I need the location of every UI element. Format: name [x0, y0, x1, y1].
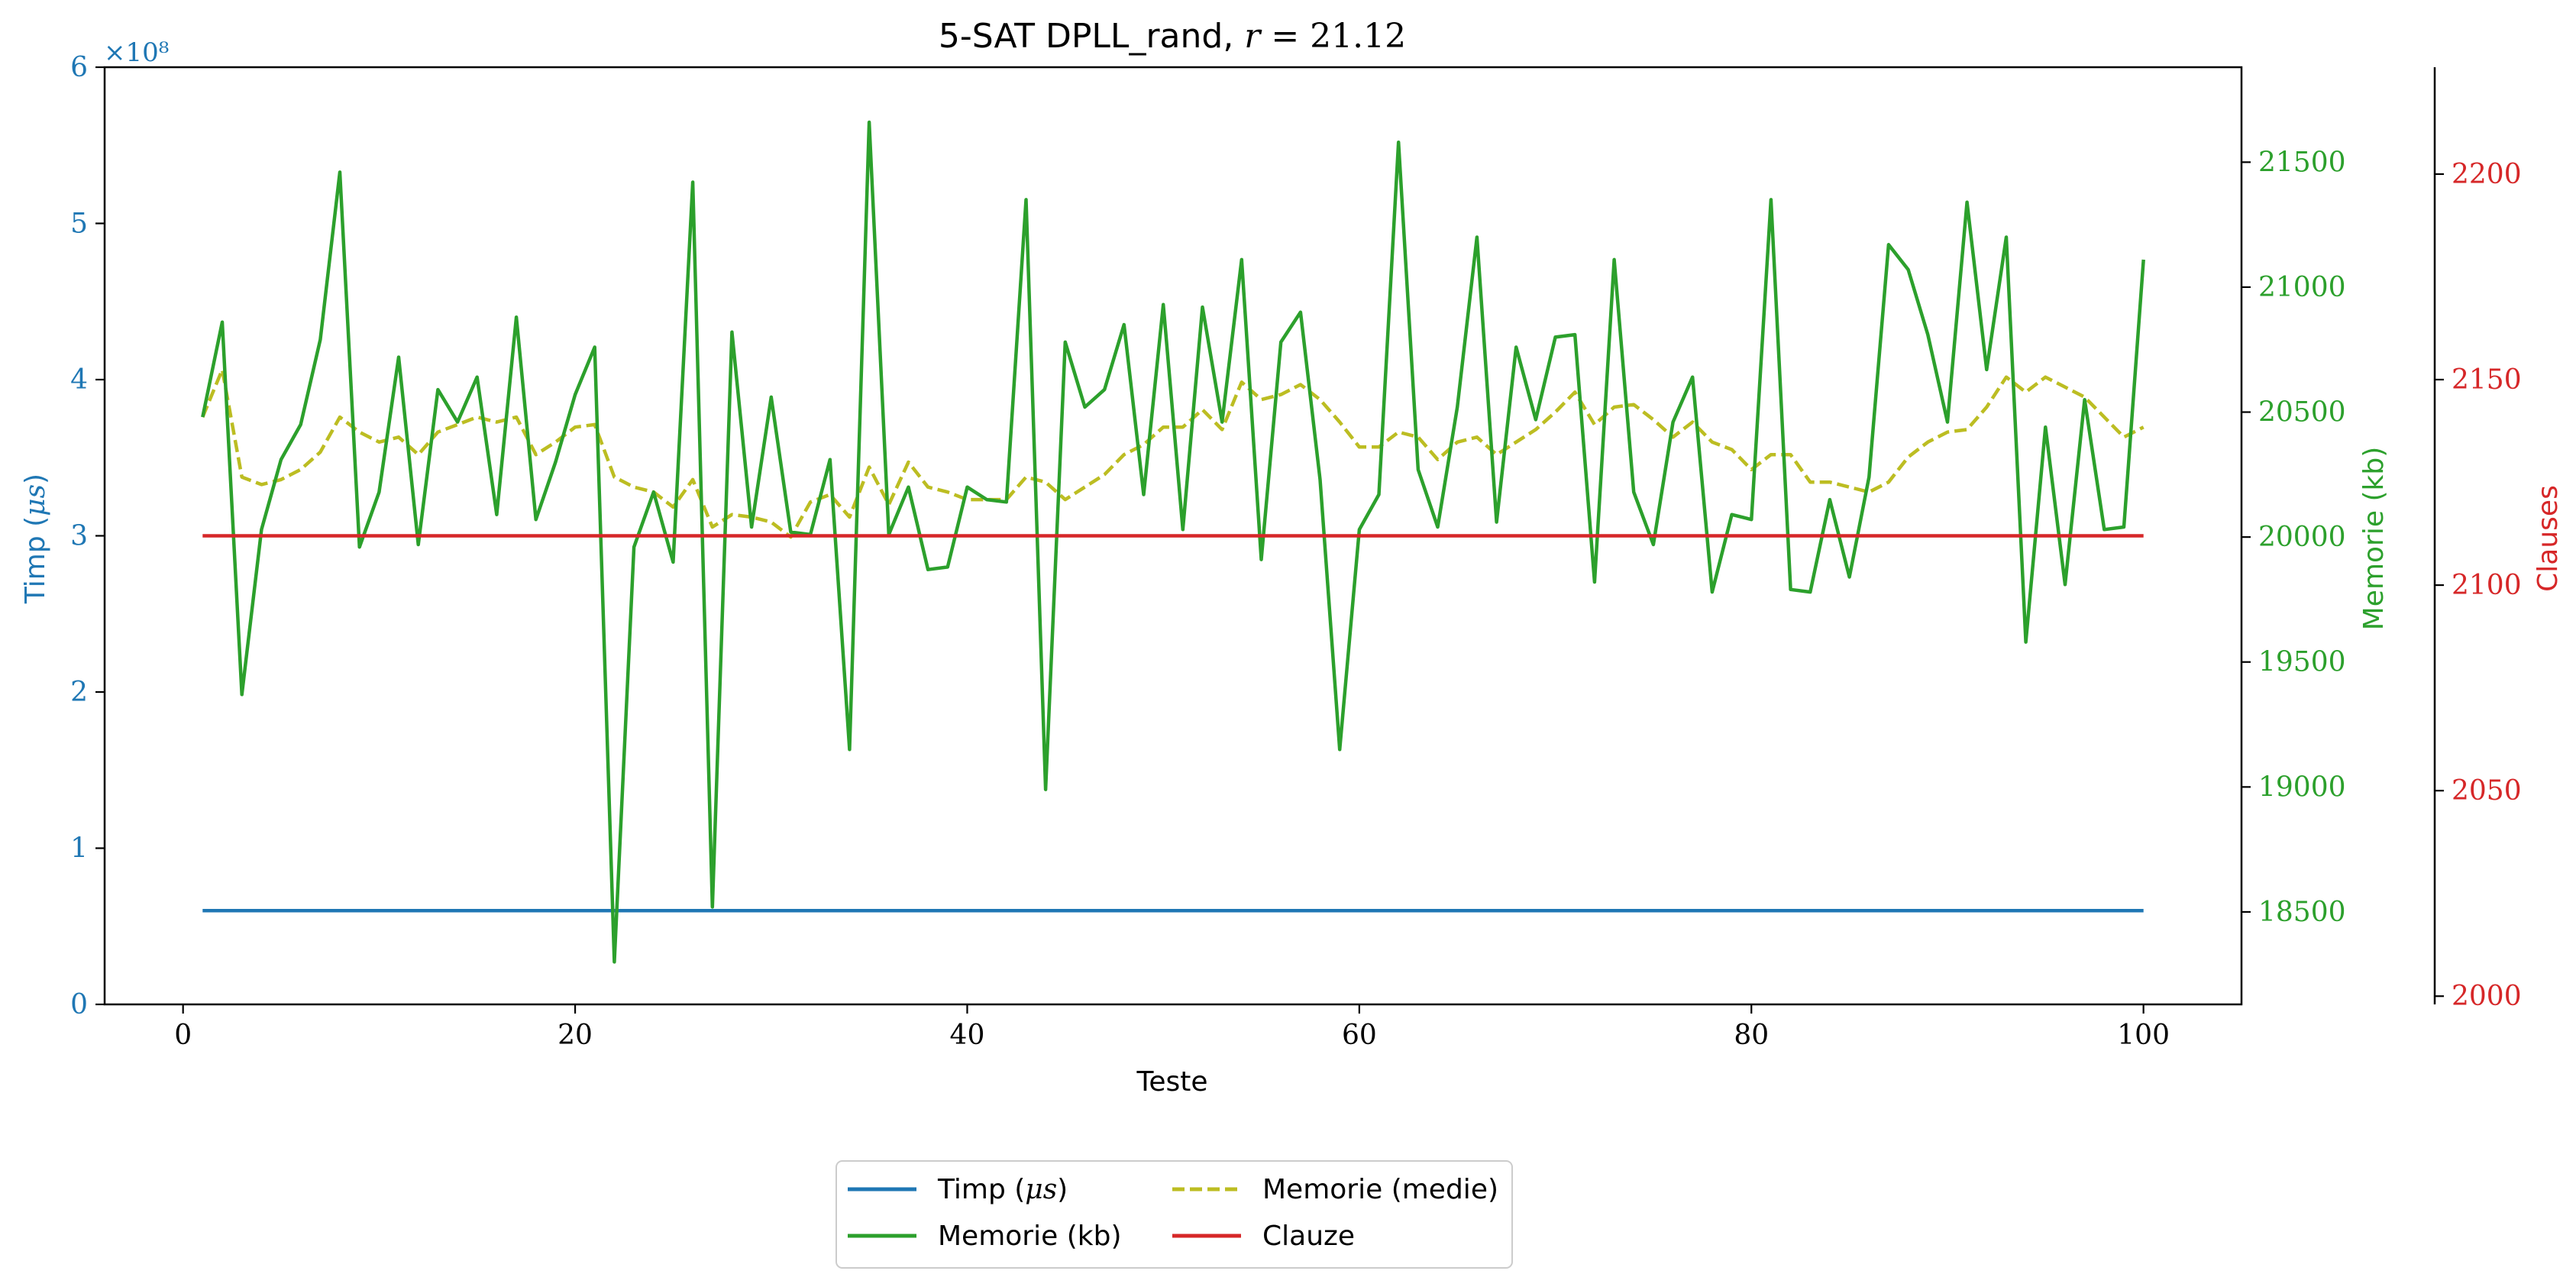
legend-frame [836, 1160, 1513, 1269]
left-tick-label: 2 [70, 677, 88, 708]
legend-label: Timp (μs) [937, 1174, 1068, 1205]
chart-title-var: r [1244, 17, 1262, 56]
series-line-memorie-medie [201, 367, 2145, 539]
memory-tick-label: 20000 [2258, 522, 2346, 553]
x-axis-label: Teste [1136, 1066, 1207, 1098]
left-tick-label: 5 [70, 209, 88, 240]
clauses-tick-label: 2150 [2452, 364, 2522, 396]
memory-tick-label: 19000 [2258, 771, 2346, 803]
left-tick-label: 4 [70, 364, 88, 396]
x-tick-label: 20 [558, 1020, 593, 1051]
clauses-tick-label: 2200 [2452, 159, 2522, 190]
axes: 0 20 40 60 80 100 0 1 2 3 4 5 6 18500 19000 19500 20000 2… [70, 52, 2522, 1051]
left-tick-label: 0 [70, 989, 88, 1020]
memory-tick-label: 18500 [2258, 897, 2346, 928]
x-tick-label: 40 [950, 1020, 985, 1051]
legend: Timp (μs) Memorie (medie) Memorie (kb) Clau… [836, 1160, 1513, 1269]
memory-tick-label: 19500 [2258, 647, 2346, 678]
left-tick-label: 1 [70, 833, 88, 865]
clauses-tick-label: 2100 [2452, 570, 2522, 601]
x-tick-label: 0 [174, 1020, 192, 1051]
left-axis-label: Timp (μs) [20, 474, 51, 604]
chart-title-rest: = 21.12 [1260, 17, 1406, 56]
memory-tick-label: 21000 [2258, 272, 2346, 303]
clauses-axis-label: Clauses [2532, 485, 2564, 592]
legend-label: Clauze [1262, 1221, 1355, 1252]
memory-axis-label: Memorie (kb) [2358, 447, 2390, 631]
clauses-tick-label: 2000 [2452, 981, 2522, 1012]
legend-label: Memorie (medie) [1262, 1174, 1498, 1205]
left-axis-multiplier: ×10⁸ [104, 37, 169, 68]
chart-title: 5-SAT DPLL_rand, r = 21.12 [939, 17, 1406, 56]
x-tick-label: 80 [1734, 1020, 1769, 1051]
memory-tick-label: 21500 [2258, 147, 2346, 178]
clauses-tick-label: 2050 [2452, 775, 2522, 807]
left-tick-label: 3 [70, 521, 88, 552]
plot-area [201, 120, 2145, 964]
legend-label: Memorie (kb) [938, 1221, 1122, 1252]
x-tick-label: 100 [2117, 1020, 2170, 1051]
left-tick-label: 6 [70, 52, 88, 83]
x-tick-label: 60 [1342, 1020, 1377, 1051]
series-line-memorie-kb [201, 120, 2145, 964]
memory-tick-label: 20500 [2258, 397, 2346, 428]
chart-title-main: 5-SAT DPLL_rand, [939, 17, 1244, 56]
